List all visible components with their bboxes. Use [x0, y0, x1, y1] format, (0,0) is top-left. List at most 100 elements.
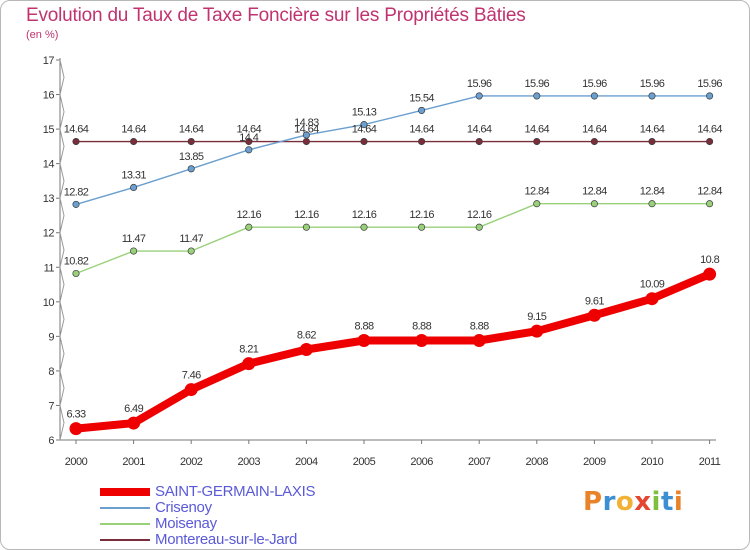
- data-point: [645, 292, 659, 306]
- data-point: [360, 223, 368, 231]
- data-point: [130, 247, 138, 255]
- data-label: 8.88: [412, 321, 431, 333]
- y-tick-label: 7: [48, 400, 54, 412]
- data-point: [184, 383, 198, 397]
- data-point: [530, 324, 544, 338]
- data-label: 14.64: [179, 124, 204, 136]
- data-label: 11.47: [122, 233, 146, 245]
- data-point: [302, 223, 310, 231]
- x-tick-label: 2002: [180, 456, 203, 468]
- data-point: [357, 334, 371, 348]
- data-point: [299, 342, 313, 356]
- data-point: [706, 137, 714, 146]
- data-label: 14.64: [121, 124, 146, 136]
- x-tick-label: 2003: [238, 456, 261, 468]
- data-label: 7.46: [182, 370, 201, 382]
- logo-letter: i: [673, 487, 684, 517]
- data-point: [590, 92, 598, 100]
- data-label: 15.96: [697, 78, 722, 90]
- data-label: 6.49: [124, 403, 143, 415]
- x-tick-label: 2010: [641, 456, 664, 468]
- data-point: [648, 137, 656, 146]
- data-label: 14.4: [239, 132, 258, 144]
- legend-label-crisenoy: Crisenoy: [155, 499, 212, 516]
- data-point: [187, 137, 195, 146]
- logo-letter: t: [660, 487, 674, 517]
- legend-swatch-moisenay: [100, 523, 150, 525]
- data-label: 12.84: [697, 186, 722, 198]
- y-tick-label: 15: [43, 124, 55, 136]
- legend-label-saint-germain-laxis: SAINT-GERMAIN-LAXIS: [155, 483, 316, 500]
- data-label: 8.88: [470, 321, 489, 333]
- data-label: 12.16: [467, 209, 492, 221]
- x-tick-label: 2009: [583, 456, 606, 468]
- data-point: [533, 92, 541, 100]
- data-label: 15.13: [352, 107, 377, 119]
- data-point: [703, 267, 717, 281]
- y-tick-label: 13: [43, 193, 55, 205]
- data-label: 14.64: [467, 124, 492, 136]
- data-label: 14.64: [525, 124, 550, 136]
- data-point: [187, 247, 195, 255]
- data-point: [72, 137, 80, 146]
- data-label: 12.16: [294, 209, 319, 221]
- data-label: 8.62: [297, 329, 316, 341]
- data-point: [360, 137, 368, 146]
- data-label: 14.64: [237, 124, 262, 136]
- data-label: 9.15: [527, 311, 546, 323]
- data-label: 15.96: [525, 78, 550, 90]
- data-point: [127, 416, 141, 430]
- data-label: 13.85: [179, 151, 204, 163]
- y-tick-label: 10: [43, 297, 55, 309]
- data-label: 12.16: [237, 209, 262, 221]
- data-point: [130, 183, 138, 192]
- data-label: 14.64: [409, 124, 434, 136]
- data-point: [415, 334, 429, 348]
- data-label: 14.64: [64, 124, 89, 136]
- legend-label-montereau-sur-le-jard: Montereau-sur-le-Jard: [155, 531, 298, 548]
- chart-title: Evolution du Taux de Taxe Foncière sur l…: [26, 5, 526, 26]
- data-point: [472, 334, 486, 348]
- legend-swatch-saint-germain-laxis: [100, 488, 150, 496]
- data-label: 12.82: [64, 186, 89, 198]
- series-line: [75, 203, 711, 275]
- series-line: [75, 95, 711, 206]
- logo-letter: r: [602, 487, 616, 517]
- logo-letter: x: [634, 487, 652, 517]
- y-tick-label: 6: [48, 435, 54, 447]
- data-label: 10.8: [700, 254, 719, 266]
- data-label: 8.21: [239, 344, 258, 356]
- y-tick-label: 16: [43, 90, 55, 102]
- logo-letter: P: [583, 487, 603, 517]
- x-tick-label: 2004: [295, 456, 318, 468]
- x-tick-label: 2001: [122, 456, 145, 468]
- data-label: 8.88: [354, 321, 373, 333]
- y-tick-label: 14: [43, 159, 55, 171]
- data-label: 14.64: [640, 124, 665, 136]
- data-point: [302, 137, 310, 146]
- data-point: [69, 422, 83, 436]
- line-chart: 6 7 8 9 10 11 12 13 14 15 16 17 2000 2001 2002 2003 2004…: [43, 55, 723, 468]
- data-point: [418, 137, 426, 146]
- data-point: [475, 92, 483, 100]
- y-tick-label: 12: [43, 228, 55, 240]
- data-label: 6.33: [66, 409, 85, 421]
- data-point: [72, 269, 80, 278]
- data-label: 13.31: [121, 169, 146, 181]
- data-label: 9.61: [585, 295, 604, 307]
- x-tick-label: 2007: [468, 456, 491, 468]
- data-label: 14.83: [294, 117, 319, 129]
- data-point: [360, 121, 368, 129]
- data-label: 12.84: [640, 186, 665, 198]
- data-point: [72, 200, 80, 208]
- data-point: [245, 146, 253, 154]
- data-label: 10.82: [64, 255, 89, 267]
- data-point: [242, 357, 256, 371]
- data-point: [648, 92, 656, 100]
- data-point: [130, 137, 138, 146]
- data-point: [533, 200, 541, 208]
- data-point: [706, 92, 714, 100]
- proxiti-logo: Proxiti: [583, 487, 683, 517]
- x-tick-label: 2006: [410, 456, 433, 468]
